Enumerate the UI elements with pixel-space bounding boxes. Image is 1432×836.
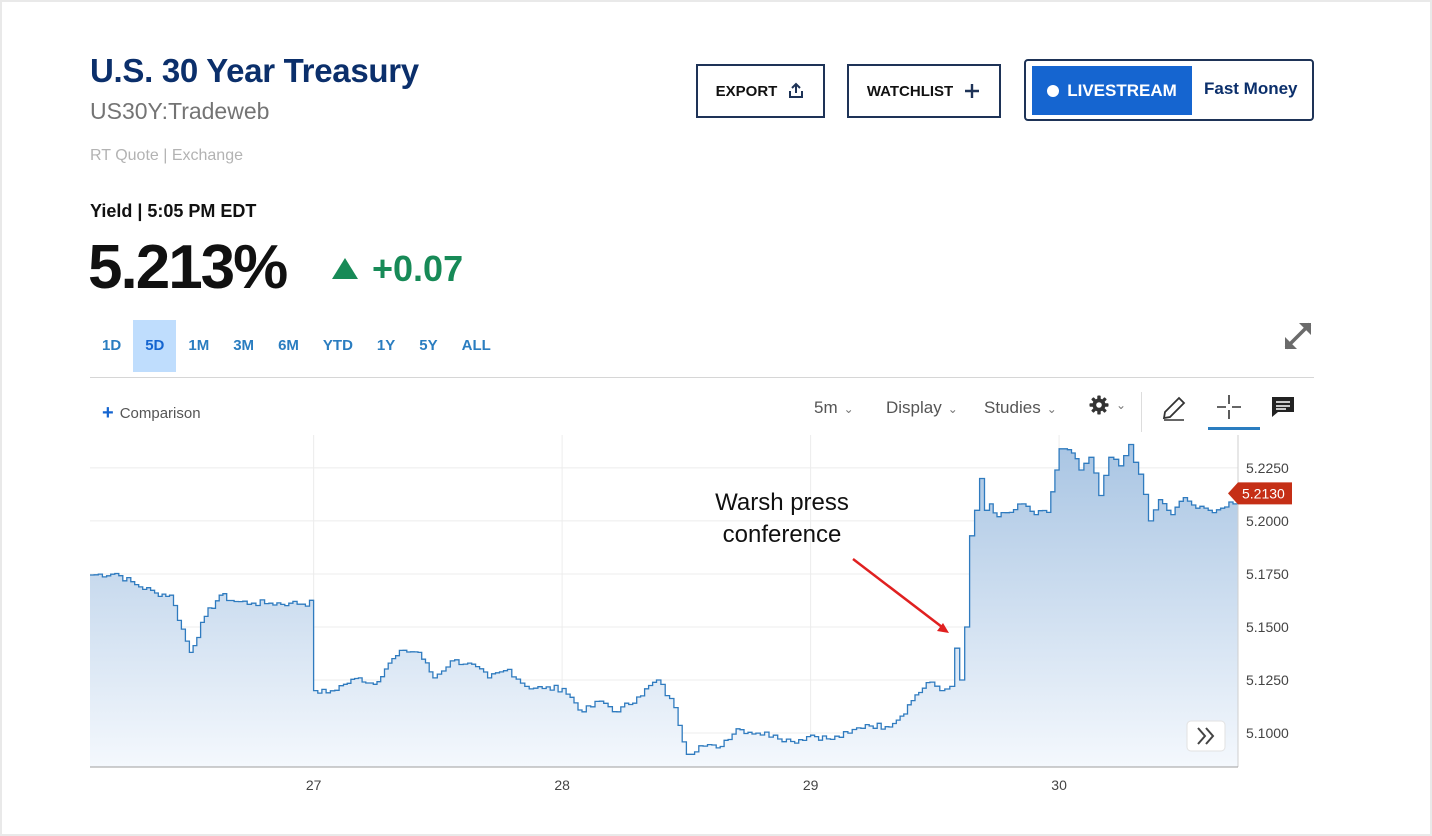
annotation-arrowhead <box>937 623 949 633</box>
y-tick-label: 5.2000 <box>1246 513 1289 529</box>
y-tick-label: 5.1750 <box>1246 566 1289 582</box>
yield-area <box>90 444 1238 767</box>
comment-icon[interactable] <box>1270 394 1298 420</box>
last-value-marker: 5.2130 <box>1228 482 1292 505</box>
y-axis-ticks: 5.2250 5.2000 5.1750 5.1500 5.1250 5.1000 <box>1246 460 1289 741</box>
y-tick-label: 5.2250 <box>1246 460 1289 476</box>
livestream-show-link[interactable]: Fast Money <box>1204 79 1298 98</box>
section-divider <box>90 377 1314 378</box>
interval-label: 5m <box>814 398 838 417</box>
scroll-forward-button[interactable] <box>1186 720 1226 752</box>
chart-annotation: Warsh press conference <box>715 489 949 633</box>
plus-icon: + <box>102 402 114 424</box>
range-tab-6m[interactable]: 6M <box>278 337 299 354</box>
symbol-label: US30Y:Tradeweb <box>90 98 270 124</box>
annotation-arrow <box>852 558 943 628</box>
x-axis-ticks: 27 28 29 30 <box>306 777 1067 793</box>
settings-dropdown[interactable]: ⌄ <box>1088 394 1126 416</box>
price-change: +0.07 <box>372 248 464 289</box>
range-tab-ytd[interactable]: YTD <box>322 337 353 354</box>
x-tick-label: 27 <box>306 777 322 793</box>
export-icon <box>789 82 804 98</box>
range-tab-1m[interactable]: 1M <box>188 337 210 354</box>
range-tabs: 1D 5D 1M 3M 6M YTD 1Y 5Y ALL <box>90 320 503 372</box>
range-tab-1d[interactable]: 1D <box>102 337 122 354</box>
last-price: 5.213% <box>88 233 288 302</box>
plus-icon <box>965 84 980 98</box>
crosshair-icon[interactable] <box>1215 393 1243 421</box>
watchlist-label: WATCHLIST <box>866 82 954 100</box>
chevron-down-icon: ⌄ <box>947 402 958 416</box>
page-title: U.S. 30 Year Treasury <box>90 52 419 89</box>
interval-dropdown[interactable]: 5m ⌄ <box>814 398 854 418</box>
livestream-widget: LIVESTREAM Fast Money <box>1024 59 1314 121</box>
x-tick-label: 28 <box>554 777 570 793</box>
range-tab-5y[interactable]: 5Y <box>419 337 438 354</box>
range-tab-all[interactable]: ALL <box>461 337 491 354</box>
export-label: EXPORT <box>715 82 778 100</box>
up-arrow-icon <box>332 258 358 279</box>
yield-line <box>90 443 1239 755</box>
scroll-forward-icon <box>1197 727 1215 745</box>
pencil-icon[interactable] <box>1160 394 1188 422</box>
live-dot-icon <box>1047 84 1060 97</box>
chevron-down-icon: ⌄ <box>843 402 854 416</box>
last-value-label: 5.2130 <box>1242 485 1285 501</box>
comparison-label: Comparison <box>119 405 201 422</box>
display-dropdown[interactable]: Display ⌄ <box>886 398 958 418</box>
livestream-button[interactable]: LIVESTREAM <box>1032 66 1192 115</box>
y-tick-label: 5.1500 <box>1246 619 1289 635</box>
chevron-down-icon: ⌄ <box>1046 402 1057 416</box>
annotation-line-1: Warsh press <box>715 489 849 516</box>
yield-timestamp: Yield | 5:05 PM EDT <box>90 201 257 221</box>
annotation-line-2: conference <box>723 521 842 548</box>
gear-icon <box>1089 395 1109 415</box>
display-label: Display <box>886 398 942 417</box>
range-tab-5d[interactable]: 5D <box>133 320 177 372</box>
y-tick-label: 5.1000 <box>1246 725 1289 741</box>
range-tab-3m[interactable]: 3M <box>233 337 255 354</box>
x-tick-label: 30 <box>1051 777 1067 793</box>
toolbar-divider <box>1141 392 1142 432</box>
expand-icon[interactable] <box>1280 318 1316 354</box>
range-tab-1y[interactable]: 1Y <box>376 337 396 354</box>
comparison-button[interactable]: + Comparison <box>102 402 201 425</box>
livestream-label: LIVESTREAM <box>1067 80 1177 100</box>
quote-source: RT Quote | Exchange <box>90 147 243 164</box>
active-tool-indicator <box>1208 427 1260 430</box>
y-tick-label: 5.1250 <box>1246 672 1289 688</box>
export-button[interactable]: EXPORT <box>696 64 825 118</box>
x-tick-label: 29 <box>803 777 819 793</box>
studies-dropdown[interactable]: Studies ⌄ <box>984 398 1057 418</box>
studies-label: Studies <box>984 398 1041 417</box>
chevron-down-icon: ⌄ <box>1116 398 1127 413</box>
watchlist-button[interactable]: WATCHLIST <box>847 64 1001 118</box>
